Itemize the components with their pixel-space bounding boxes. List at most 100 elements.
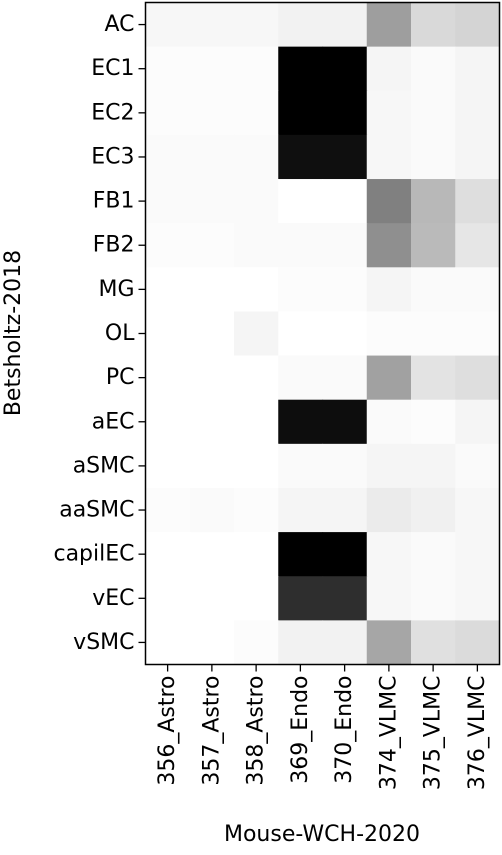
y-tick-label: aSMC	[73, 453, 135, 478]
heatmap-cell	[411, 355, 456, 401]
heatmap-cell	[234, 311, 279, 357]
heatmap-cell	[278, 532, 324, 577]
heatmap-cell	[366, 134, 412, 180]
cells-layer	[145, 2, 501, 666]
heatmap-cell	[411, 399, 456, 445]
heatmap-cell	[145, 487, 191, 533]
heatmap-cell	[234, 487, 279, 533]
x-tick-label: 356_Astro	[155, 676, 180, 786]
heatmap-cell	[234, 399, 279, 445]
heatmap-cell	[411, 620, 456, 666]
heatmap-cell	[234, 576, 279, 621]
heatmap-cell	[366, 179, 412, 224]
heatmap-cell	[411, 311, 456, 357]
heatmap-cell	[455, 90, 501, 136]
heatmap-cell	[278, 311, 324, 357]
heatmap-cell	[366, 399, 412, 445]
heatmap-cell	[366, 443, 412, 489]
heatmap-cell	[145, 620, 191, 666]
heatmap-cell	[278, 443, 324, 489]
heatmap-cell	[278, 576, 324, 621]
heatmap-cell	[189, 179, 235, 224]
heatmap-cell	[145, 443, 191, 489]
heatmap-cell	[145, 355, 191, 401]
heatmap-cell	[234, 620, 279, 666]
heatmap-cell	[145, 311, 191, 357]
x-tick-label: 370_Endo	[332, 676, 357, 784]
heatmap-cell	[322, 487, 368, 533]
heatmap-cell	[411, 223, 456, 268]
heatmap-cell	[455, 399, 501, 445]
heatmap-cell	[366, 355, 412, 401]
heatmap-cell	[145, 179, 191, 224]
heatmap-cell	[455, 267, 501, 313]
heatmap-cell	[189, 443, 235, 489]
heatmap-cell	[322, 90, 368, 136]
x-axis-label: Mouse-WCH-2020	[224, 822, 420, 847]
heatmap-cell	[322, 46, 368, 92]
heatmap-cell	[145, 399, 191, 445]
heatmap-cell	[189, 223, 235, 268]
heatmap-cell	[366, 46, 412, 92]
heatmap-cell	[455, 487, 501, 533]
heatmap-cell	[234, 134, 279, 180]
heatmap-cell	[189, 90, 235, 136]
heatmap-cell	[278, 399, 324, 445]
y-ticks: AC EC1 EC2 EC3 FB1 FB2 MG OL PC aEC aSMC aaSMC capil…	[53, 12, 146, 655]
heatmap-cell	[366, 620, 412, 666]
x-tick-label: 374_VLMC	[376, 676, 401, 791]
heatmap-cell	[189, 620, 235, 666]
heatmap-cell	[145, 576, 191, 621]
heatmap-cell	[189, 2, 235, 48]
heatmap-cell	[145, 46, 191, 92]
y-tick-label: aaSMC	[59, 498, 134, 523]
heatmap-cell	[455, 355, 501, 401]
heatmap-cell	[322, 355, 368, 401]
heatmap-cell	[411, 134, 456, 180]
heatmap-cell	[189, 399, 235, 445]
heatmap-cell	[189, 311, 235, 357]
heatmap-cell	[455, 179, 501, 224]
heatmap-cell	[411, 532, 456, 577]
heatmap-cell	[322, 267, 368, 313]
heatmap-cell	[322, 532, 368, 577]
heatmap-cell	[322, 576, 368, 621]
x-tick-label: 357_Astro	[199, 676, 224, 786]
y-tick-label: EC3	[91, 144, 134, 169]
y-tick-label: AC	[104, 12, 134, 37]
x-tick-label: 376_VLMC	[465, 676, 490, 791]
y-tick-label: capilEC	[53, 542, 134, 567]
heatmap-cell	[455, 2, 501, 48]
heatmap-cell	[366, 2, 412, 48]
heatmap-cell	[234, 179, 279, 224]
heatmap-cell	[234, 532, 279, 577]
y-tick-label: vEC	[92, 586, 134, 611]
heatmap-cell	[189, 576, 235, 621]
heatmap-cell	[455, 620, 501, 666]
heatmap-cell	[411, 443, 456, 489]
heatmap-cell	[322, 311, 368, 357]
heatmap-cell	[455, 532, 501, 577]
heatmap-cell	[411, 576, 456, 621]
heatmap-cell	[455, 46, 501, 92]
heatmap-cell	[278, 179, 324, 224]
x-tick-label: 375_VLMC	[421, 676, 446, 791]
y-tick-label: vSMC	[73, 630, 134, 655]
heatmap-cell	[455, 576, 501, 621]
heatmap-cell	[366, 576, 412, 621]
heatmap-cell	[234, 355, 279, 401]
heatmap-cell	[366, 311, 412, 357]
heatmap-cell	[455, 223, 501, 268]
heatmap-cell	[366, 223, 412, 268]
heatmap-cell	[278, 355, 324, 401]
heatmap-cell	[145, 2, 191, 48]
heatmap-cell	[189, 134, 235, 180]
heatmap-cell	[189, 355, 235, 401]
y-axis-label: Betsholtz-2018	[1, 250, 26, 416]
heatmap-cell	[322, 443, 368, 489]
heatmap-cell	[455, 443, 501, 489]
heatmap-cell	[189, 46, 235, 92]
heatmap-cell	[411, 487, 456, 533]
heatmap-cell	[322, 134, 368, 180]
